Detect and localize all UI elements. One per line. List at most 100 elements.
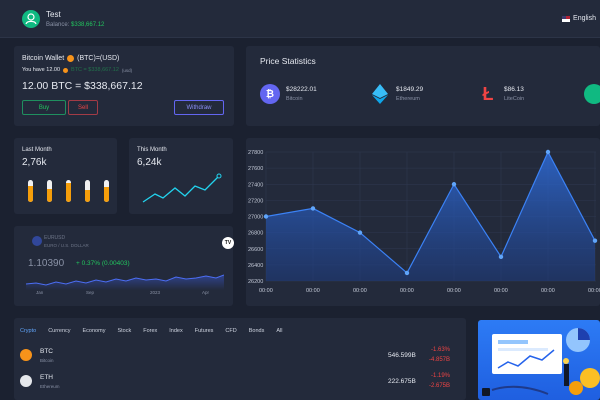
wallet-have-conversion: BTC = $338,667.12 (71, 67, 119, 73)
y-tick-label: 26800 (248, 231, 263, 237)
x-tick-label: 00:00 (353, 288, 367, 294)
row-change-percent: -1.19% (430, 373, 450, 379)
data-point[interactable] (404, 270, 410, 276)
x-tick-label: 00:00 (541, 288, 555, 294)
wallet-title: Bitcoin Wallet (22, 55, 65, 62)
tab-all[interactable]: All (276, 328, 283, 334)
x-tick-label: 00:00 (588, 288, 600, 294)
row-change-value: -2.675B (428, 383, 450, 389)
data-point[interactable] (545, 149, 551, 155)
ticker-area-chart (26, 274, 224, 290)
bitcoin-wallet-card: Bitcoin Wallet (BTC)=(USD) You have 12.0… (14, 46, 234, 126)
wallet-holdings-row: You have 12.00 BTC = $338,667.12 (usd) (22, 67, 132, 73)
price-statistics-card: Price Statistics ₿ $28222.01 Bitcoin $18… (246, 46, 600, 126)
user-name: Test (46, 10, 61, 19)
last-month-card: Last Month 2,76k (14, 138, 117, 214)
promo-illustration (482, 328, 600, 396)
level-tube (66, 180, 71, 202)
data-point[interactable] (357, 230, 363, 235)
row-change-value: -4.857B (428, 357, 450, 363)
data-point[interactable] (498, 254, 504, 260)
promo-banner[interactable] (478, 320, 600, 400)
ethereum-icon (370, 84, 390, 104)
tab-currency[interactable]: Currency (48, 328, 71, 334)
wallet-unit: (BTC)=(USD) (77, 55, 120, 62)
ticker-axis-label: Jan (36, 290, 44, 295)
wallet-title-row: Bitcoin Wallet (BTC)=(USD) (22, 55, 119, 62)
table-row[interactable]: ETH Ethereum 222.675B -1.19% -2.675B (20, 370, 460, 394)
coin-price: $1849.29 (396, 86, 424, 93)
ticker-description: EURO / U.S. DOLLAR (44, 243, 89, 248)
level-tube (28, 180, 33, 202)
row-volume: 222.675B (388, 378, 416, 385)
ticker-axis-label: Sep (86, 290, 95, 295)
tab-economy[interactable]: Economy (82, 328, 106, 334)
tradingview-logo-icon[interactable]: TV (222, 237, 234, 249)
litecoin-icon: Ł (482, 83, 494, 104)
tab-forex[interactable]: Forex (143, 328, 158, 334)
eurusd-ticker-widget[interactable]: EURUSD EURO / U.S. DOLLAR TV 1.10390 + 0… (14, 226, 234, 306)
coin-stat-bitcoin[interactable]: ₿ $28222.01 Bitcoin (260, 84, 317, 104)
coin-name: Bitcoin (286, 96, 303, 102)
x-tick-label: 00:00 (447, 288, 461, 294)
coin-stat-litecoin[interactable]: Ł $86.13 LiteCoin (478, 83, 525, 104)
ethereum-icon (20, 375, 32, 387)
price-statistics-title: Price Statistics (260, 56, 316, 66)
table-row[interactable]: BTC Bitcoin 546.599B -1.63% -4.857B (20, 344, 460, 368)
series-line (265, 150, 596, 274)
this-month-card: This Month 6,24k (129, 138, 233, 214)
data-point[interactable] (451, 182, 457, 187)
data-point[interactable] (592, 238, 598, 243)
y-tick-label: 27200 (248, 198, 263, 204)
tab-futures[interactable]: Futures (194, 328, 214, 334)
x-tick-label: 00:00 (400, 288, 414, 294)
balance-label: Balance: (46, 22, 70, 28)
tab-crypto[interactable]: Crypto (20, 328, 37, 334)
x-tick-label: 00:00 (306, 288, 320, 294)
price-area-chart: 27800 27600 27400 27200 27000 26800 26600 26400… (248, 149, 600, 294)
y-tick-label: 26400 (248, 263, 263, 269)
bitcoin-icon (20, 349, 32, 361)
wallet-amount: 12.00 BTC = $338,667.12 (22, 80, 143, 92)
us-flag-icon (562, 15, 571, 22)
ticker-change: + 0.37% (0.00403) (76, 260, 130, 267)
coin-name: LiteCoin (504, 96, 525, 102)
level-tube (104, 180, 109, 202)
avatar[interactable] (22, 10, 40, 28)
ticker-symbol: EURUSD (44, 235, 66, 241)
tab-bonds[interactable]: Bonds (248, 328, 265, 334)
top-header: Test Balance: $338,667.12 English (0, 0, 600, 38)
tab-index[interactable]: Index (169, 328, 183, 334)
language-selector[interactable]: English (562, 15, 596, 22)
row-volume: 546.599B (388, 352, 416, 359)
y-tick-label: 26600 (248, 247, 263, 253)
market-overview-card: Crypto Currency Economy Stock Forex Index Futu… (14, 318, 466, 400)
last-month-label: Last Month (22, 147, 52, 153)
buy-button[interactable]: Buy (22, 100, 66, 115)
tab-stock[interactable]: Stock (117, 328, 132, 334)
this-month-value: 6,24k (137, 157, 162, 168)
y-tick-label: 27600 (248, 166, 263, 172)
market-tabs: Crypto Currency Economy Stock Forex Index Futu… (20, 328, 282, 334)
coin-stat-partial[interactable] (584, 84, 600, 104)
wallet-have-label: You have 12.00 (22, 67, 61, 73)
coin-stat-ethereum[interactable]: $1849.29 Ethereum (370, 84, 423, 104)
level-tube (85, 180, 90, 202)
data-point[interactable] (263, 214, 269, 219)
bitcoin-icon (63, 67, 69, 73)
data-point[interactable] (310, 206, 316, 211)
coin-name: Ethereum (396, 96, 420, 102)
coin-price: $86.13 (504, 86, 524, 93)
tab-cfd[interactable]: CFD (225, 328, 237, 334)
bitcoin-icon: ₿ (260, 84, 280, 104)
price-area-chart-card: 27800 27600 27400 27200 27000 26800 26600 26400… (246, 138, 600, 306)
x-tick-label: 00:00 (494, 288, 508, 294)
ticker-price: 1.10390 (28, 258, 65, 269)
eur-flag-icon (32, 236, 42, 246)
language-label: English (573, 15, 596, 22)
ticker-axis-label: 2023 (150, 290, 161, 295)
this-month-sparkline (142, 173, 222, 203)
sell-button[interactable]: Sell (68, 100, 98, 115)
y-tick-label: 27800 (248, 150, 263, 156)
withdraw-button[interactable]: Withdraw (174, 100, 224, 115)
